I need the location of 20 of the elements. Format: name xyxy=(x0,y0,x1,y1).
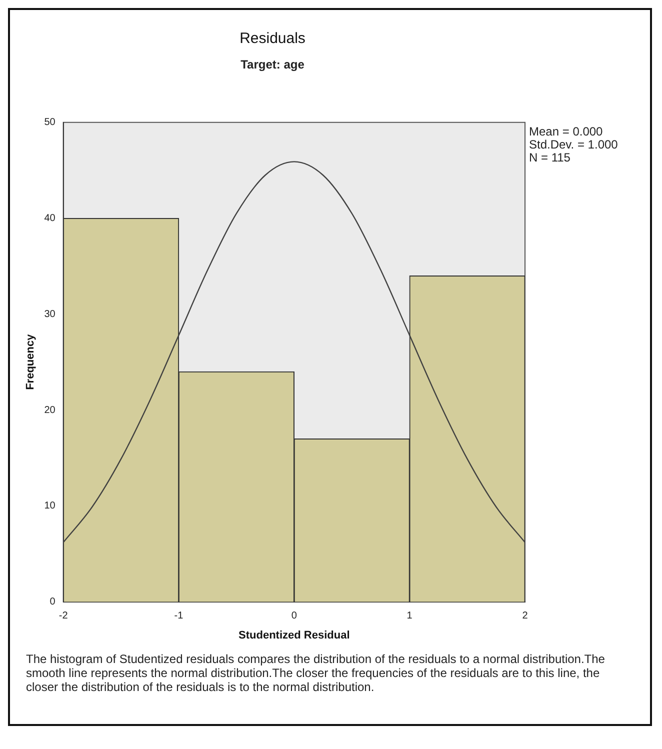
x-tick-label: -1 xyxy=(174,610,184,622)
y-tick-label: 20 xyxy=(44,404,56,416)
x-tick-label: -2 xyxy=(58,610,68,622)
line-series xyxy=(63,161,525,543)
y-tick-label: 50 xyxy=(44,117,56,128)
y-tick-label: 0 xyxy=(50,596,56,608)
text: Mean = 0.000 xyxy=(529,124,604,139)
y-tick-label: 10 xyxy=(44,500,56,512)
chart-subtitle: Target: age xyxy=(240,58,305,72)
chart-title: Residuals xyxy=(240,30,306,48)
x-tick-label: 1 xyxy=(406,610,413,622)
x-axis-title: Studentized Residual xyxy=(238,629,350,642)
x-tick-label: 0 xyxy=(291,610,298,622)
text: Std.Dev. = 1.000 xyxy=(529,138,618,152)
text: N = 115 xyxy=(529,150,571,165)
y-axis-title: Frequency xyxy=(24,333,37,390)
x-tick-label: 2 xyxy=(522,610,528,622)
y-tick-label: 30 xyxy=(44,308,56,320)
y-tick-label: 40 xyxy=(44,213,56,224)
text: The histogram of Studentized residuals compares the distribution of the residuals to a normal distribution.The smooth line represents the normal distribution.The closer the frequencies of the residuals are to this line, the closer the distribution of the residuals is to the normal distribution. xyxy=(25,651,606,696)
